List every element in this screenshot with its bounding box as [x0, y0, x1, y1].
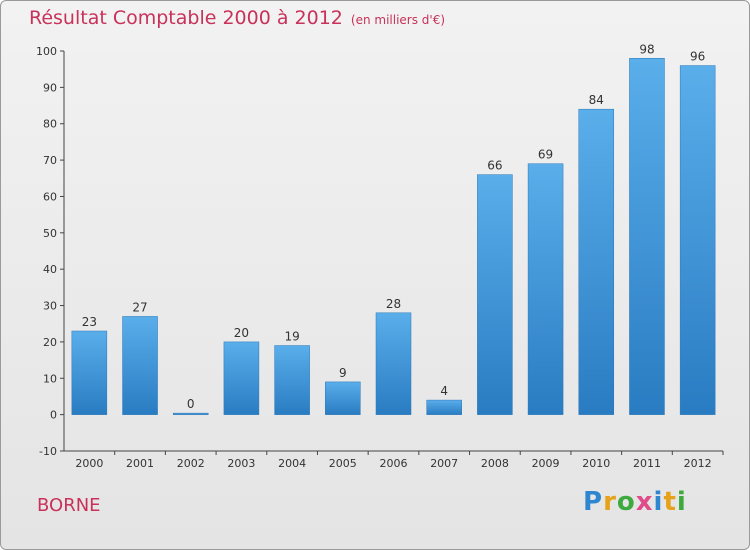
value-label-2005: 9 — [339, 366, 347, 380]
x-tick-label-2004: 2004 — [278, 457, 306, 470]
y-tick-label: 10 — [43, 372, 57, 385]
value-label-2004: 19 — [284, 330, 299, 344]
logo-letter: o — [616, 487, 636, 517]
bar-2009 — [527, 163, 564, 415]
y-tick-label: 70 — [43, 154, 57, 167]
logo-letter: r — [603, 487, 617, 517]
bar-2012 — [679, 65, 716, 415]
bar-2011 — [629, 58, 665, 415]
x-tick-label-2011: 2011 — [633, 457, 661, 470]
bar-2004 — [274, 345, 310, 415]
x-tick-label-2012: 2012 — [684, 457, 712, 470]
bar-2007 — [426, 399, 462, 415]
value-label-2002: 0 — [187, 397, 195, 411]
bar-2002 — [172, 412, 209, 415]
y-tick-label: 90 — [43, 81, 57, 94]
x-tick-label-2001: 2001 — [126, 457, 154, 470]
proxiti-logo: Proxiti — [583, 487, 687, 517]
x-tick-label-2009: 2009 — [532, 457, 560, 470]
x-tick-label-2008: 2008 — [481, 457, 509, 470]
y-tick-label: 80 — [43, 118, 57, 131]
bar-2000 — [71, 330, 108, 415]
y-tick-label: 0 — [50, 409, 57, 422]
bar-2005 — [325, 381, 361, 415]
value-label-2010: 84 — [589, 93, 604, 107]
bar-2006 — [375, 312, 412, 415]
logo-letter: x — [635, 487, 654, 517]
y-tick-label: 100 — [36, 45, 57, 58]
bar-2008 — [477, 174, 513, 415]
value-label-2007: 4 — [440, 384, 448, 398]
value-label-2009: 69 — [538, 148, 553, 162]
x-tick-label-2002: 2002 — [177, 457, 205, 470]
x-tick-label-2005: 2005 — [329, 457, 357, 470]
y-tick-label: 60 — [43, 190, 57, 203]
x-tick-label-2000: 2000 — [75, 457, 103, 470]
x-tick-label-2006: 2006 — [380, 457, 408, 470]
x-tick-label-2003: 2003 — [227, 457, 255, 470]
value-label-2000: 23 — [82, 315, 97, 329]
value-label-2008: 66 — [487, 159, 502, 173]
y-tick-label: 30 — [43, 300, 57, 313]
value-label-2001: 27 — [132, 300, 147, 314]
bar-2003 — [223, 341, 260, 415]
logo-letter: i — [676, 487, 687, 517]
bar-2001 — [122, 316, 158, 415]
logo-letter: i — [653, 487, 664, 517]
value-label-2003: 20 — [234, 326, 249, 340]
value-label-2011: 98 — [639, 42, 654, 56]
x-tick-label-2007: 2007 — [430, 457, 458, 470]
bar-2010 — [578, 108, 615, 415]
chart-title: Résultat Comptable 2000 à 2012 (en millie… — [29, 7, 445, 29]
x-tick-label-2010: 2010 — [582, 457, 610, 470]
value-label-2006: 28 — [386, 297, 401, 311]
y-tick-label: 50 — [43, 227, 57, 240]
y-tick-label: 20 — [43, 336, 57, 349]
logo-letter: P — [583, 487, 604, 517]
location-name: BORNE — [37, 495, 101, 516]
value-label-2012: 96 — [690, 50, 705, 64]
chart-title-text: Résultat Comptable 2000 à 2012 — [29, 7, 343, 29]
y-tick-label: 40 — [43, 263, 57, 276]
y-tick-label: -10 — [39, 445, 57, 458]
chart-subtitle: (en milliers d'€) — [350, 13, 446, 27]
logo-letter: t — [663, 487, 677, 517]
